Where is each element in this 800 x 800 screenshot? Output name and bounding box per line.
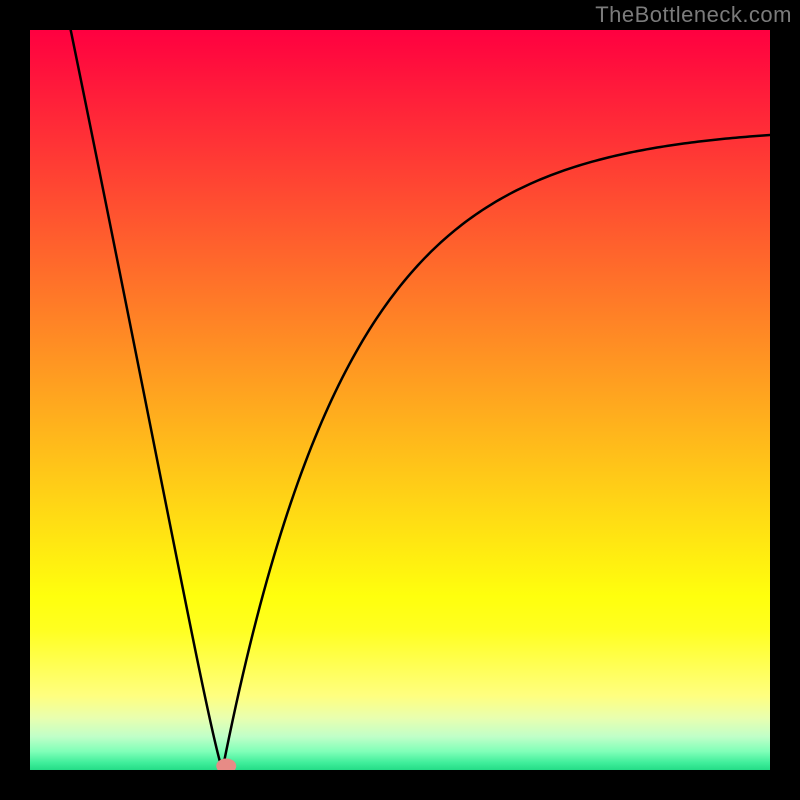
chart-frame: TheBottleneck.com [0,0,800,800]
plot-area [30,30,770,770]
gradient-background [30,30,770,770]
optimal-point-marker [216,758,236,770]
plot-svg [30,30,770,770]
watermark-text: TheBottleneck.com [595,2,792,28]
